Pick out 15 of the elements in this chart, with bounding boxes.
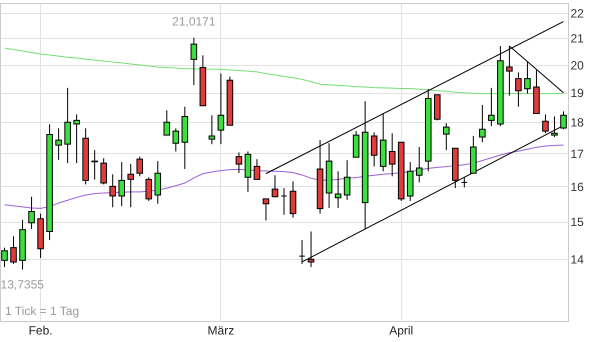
annotation: 13,7355 [0,278,44,292]
y-tick-label: 17 [570,146,584,161]
y-tick-label: 14 [570,252,584,267]
y-tick-label: 20 [570,58,584,72]
y-tick-label: 18 [570,116,584,130]
y-tick-label: 15 [570,215,584,230]
y-tick-label: 16 [570,180,584,194]
y-tick-label: 19 [570,86,584,100]
x-tick-label: April [389,324,414,338]
x-tick-label: Feb. [28,324,53,338]
annotation: 1 Tick = 1 Tag [5,304,80,318]
annotation: 21,0171 [172,14,216,29]
y-tick-label: 22 [570,6,584,20]
y-tick-label: 21 [570,32,584,46]
x-tick-label: März [208,324,234,338]
